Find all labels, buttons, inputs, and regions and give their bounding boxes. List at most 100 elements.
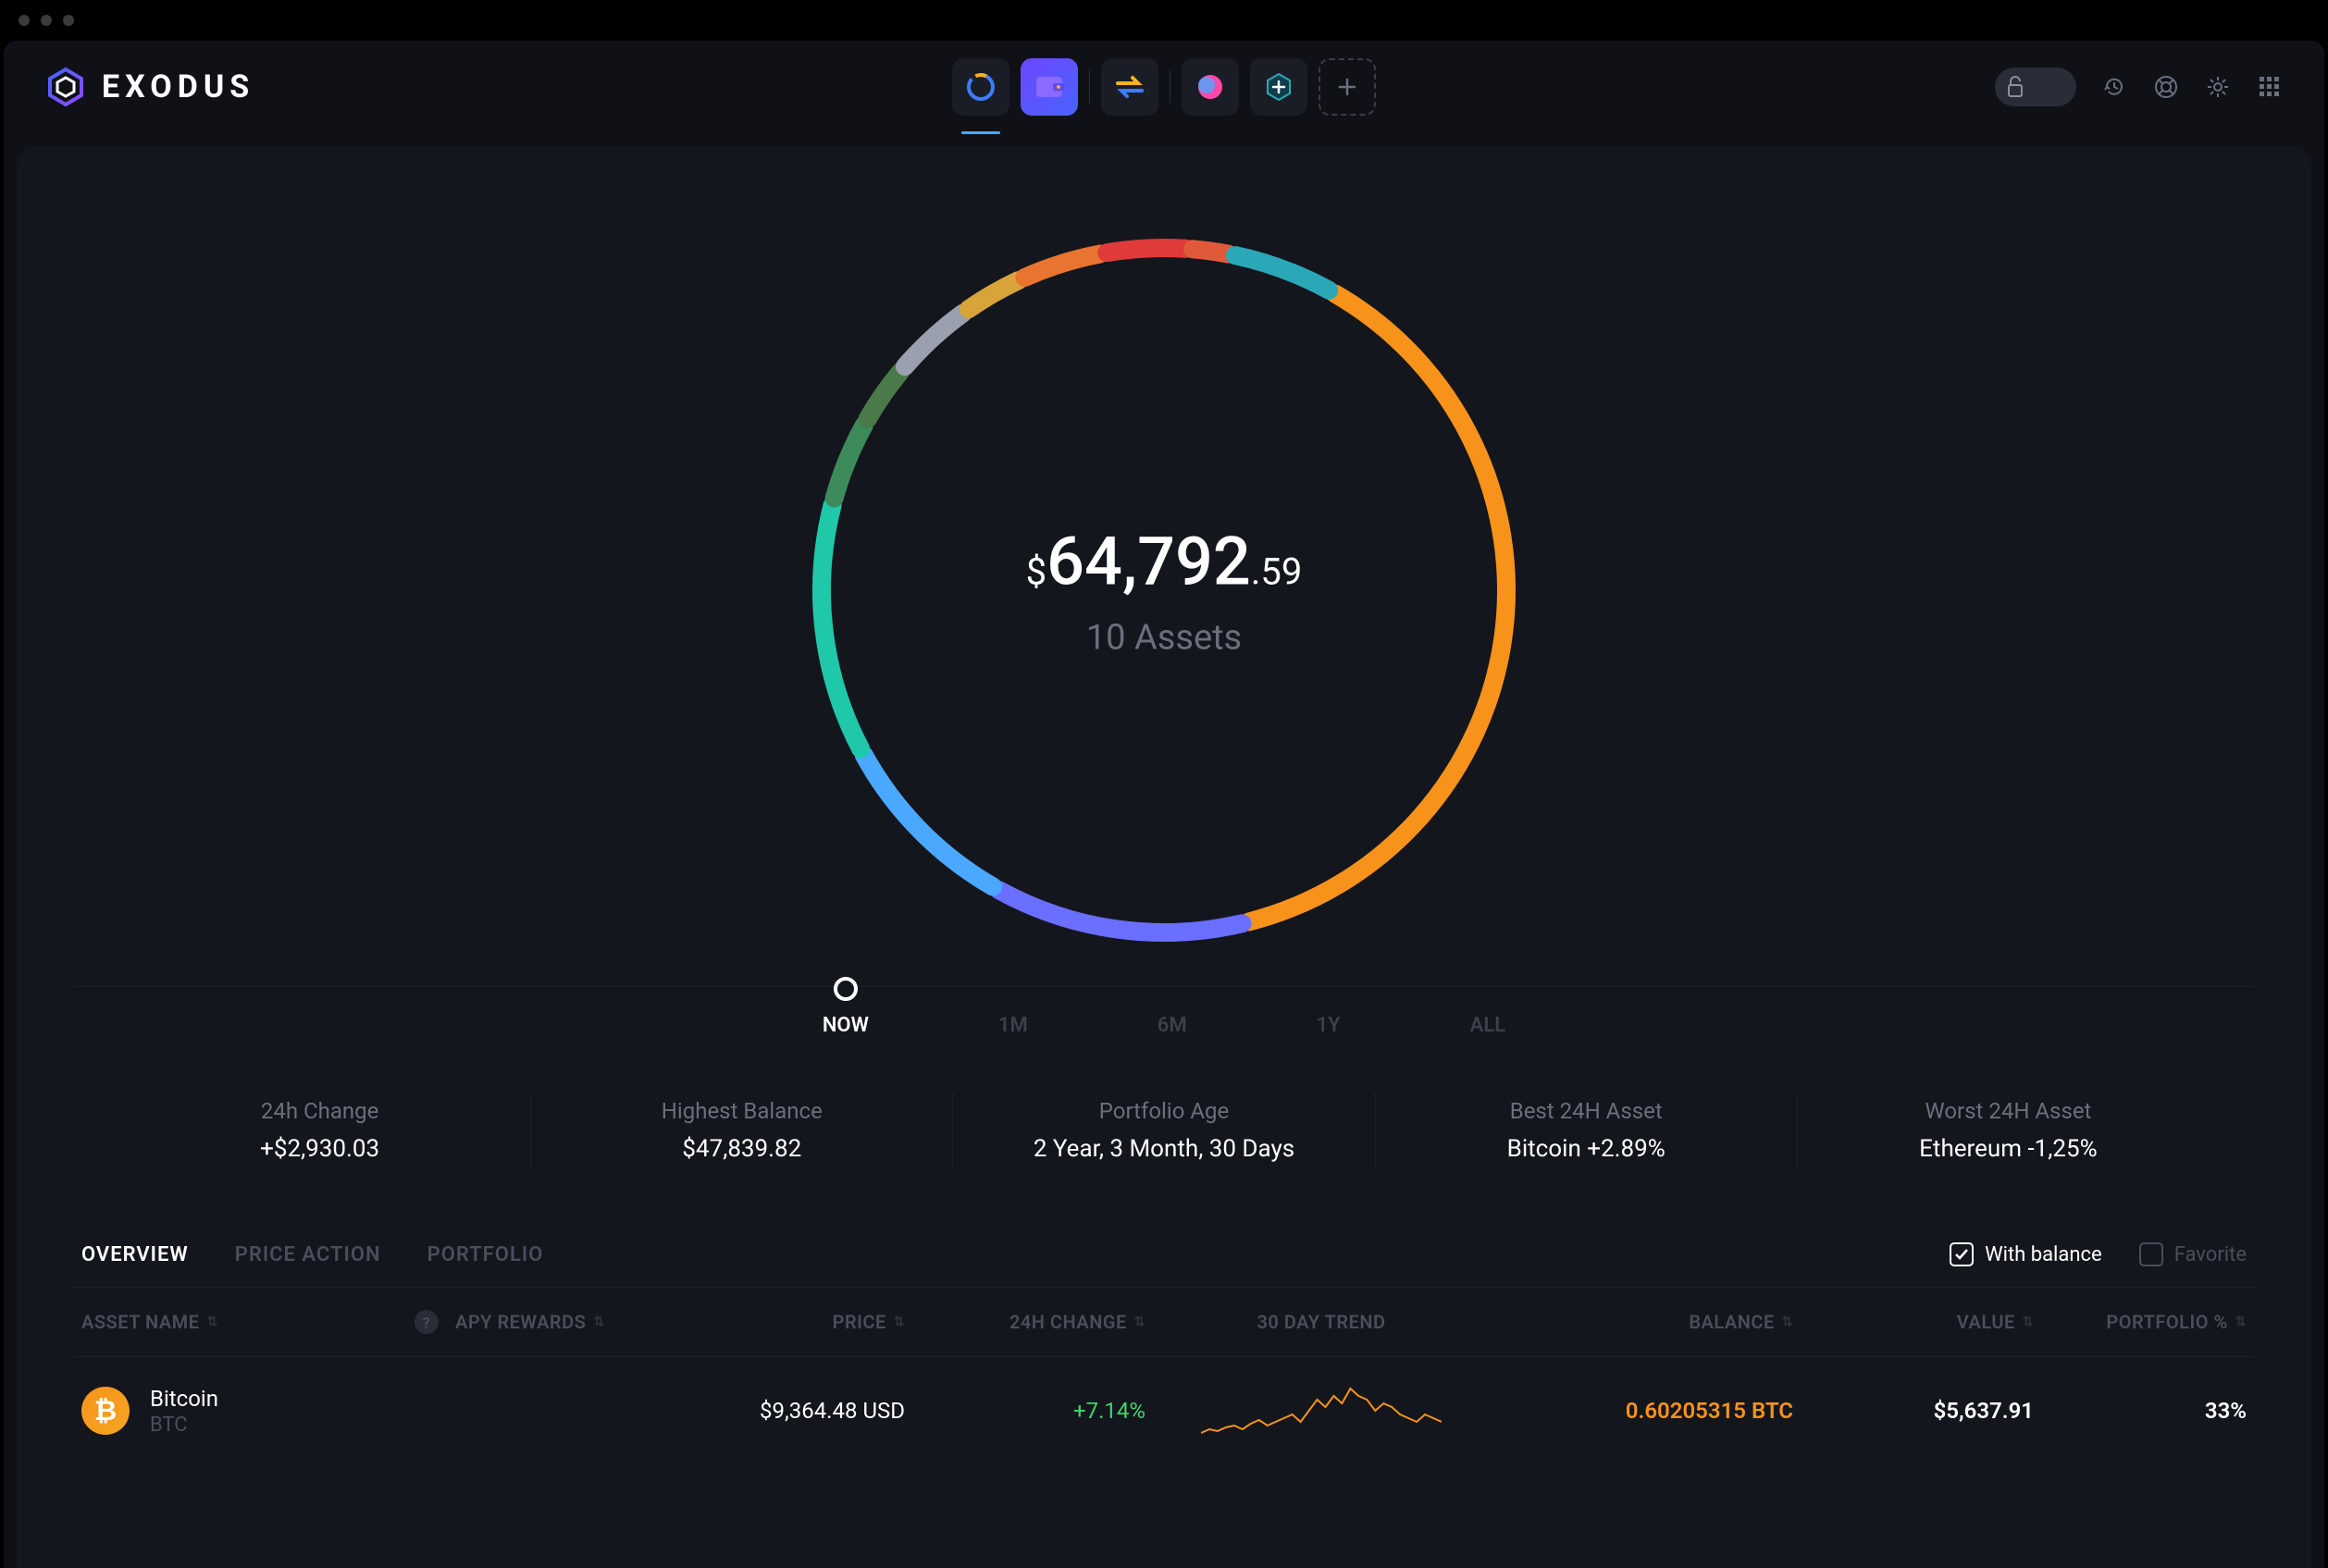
- donut-segment[interactable]: [999, 890, 1243, 932]
- nav-exchange-tab[interactable]: [1101, 58, 1158, 116]
- stat-value: Ethereum -1,25%: [1798, 1135, 2219, 1163]
- wallet-icon: [1034, 75, 1064, 99]
- donut-segment[interactable]: [822, 505, 861, 748]
- filter-favorite[interactable]: Favorite: [2139, 1242, 2247, 1266]
- support-button[interactable]: [2152, 73, 2180, 101]
- stat-label: Worst 24H Asset: [1798, 1098, 2219, 1124]
- column-header-value[interactable]: VALUE⇅: [1793, 1310, 2034, 1334]
- balance-cents: .59: [1251, 550, 1303, 594]
- donut-segment[interactable]: [905, 314, 963, 367]
- stat-value: 2 Year, 3 Month, 30 Days: [953, 1135, 1374, 1163]
- cell-balance: 0.60205315 BTC: [1497, 1398, 1793, 1424]
- stat-value: +$2,930.03: [109, 1135, 530, 1163]
- table-header-row: ASSET NAME⇅ ?APY REWARDS⇅ PRICE⇅ 24H CHA…: [72, 1287, 2256, 1357]
- assets-table-section: OVERVIEW PRICE ACTION PORTFOLIO With balan…: [72, 1242, 2256, 1464]
- stat-label: Portfolio Age: [953, 1098, 1374, 1124]
- donut-segment[interactable]: [1107, 248, 1185, 253]
- sort-icon: ⇅: [1782, 1315, 1793, 1329]
- cell-price: $9,364.48 USD: [646, 1398, 905, 1424]
- donut-segment[interactable]: [835, 426, 864, 499]
- column-header-balance[interactable]: BALANCE⇅: [1497, 1310, 1793, 1334]
- table-controls-row: OVERVIEW PRICE ACTION PORTFOLIO With balan…: [72, 1242, 2256, 1287]
- history-button[interactable]: [2100, 73, 2128, 101]
- donut-segment[interactable]: [1025, 254, 1100, 278]
- sort-icon: ⇅: [1134, 1315, 1145, 1329]
- column-header-price[interactable]: PRICE⇅: [646, 1310, 905, 1334]
- app-brand-text: EXODUS: [102, 68, 254, 105]
- nav-portfolio-tab[interactable]: [952, 58, 1009, 116]
- life-ring-icon: [2153, 74, 2179, 100]
- stat-value: $47,839.82: [531, 1135, 952, 1163]
- nav-apps-tab[interactable]: [1250, 58, 1307, 116]
- table-tab-portfolio[interactable]: PORTFOLIO: [427, 1243, 544, 1266]
- table-filters: With balance Favorite: [1950, 1242, 2247, 1266]
- time-tab-all[interactable]: ALL: [1470, 1006, 1505, 1037]
- close-window-button[interactable]: [19, 15, 30, 26]
- table-view-tabs: OVERVIEW PRICE ACTION PORTFOLIO: [81, 1243, 543, 1266]
- settings-button[interactable]: [2204, 73, 2232, 101]
- filter-label: With balance: [1985, 1243, 2102, 1266]
- table-tab-price-action[interactable]: PRICE ACTION: [235, 1243, 381, 1266]
- apps-grid-button[interactable]: [2256, 73, 2284, 101]
- cell-portfolio-pct: 33%: [2034, 1398, 2247, 1424]
- app-window: EXODUS: [4, 41, 2324, 1568]
- nav-wallet-tab[interactable]: [1021, 58, 1078, 116]
- donut-segment[interactable]: [1193, 249, 1228, 253]
- balance-main-amount: 64,792: [1046, 523, 1251, 601]
- header-actions: [1995, 68, 2284, 106]
- donut-segment[interactable]: [864, 755, 993, 886]
- asset-row[interactable]: ₿ Bitcoin BTC $9,364.48 USD +7.14% 0.602…: [72, 1357, 2256, 1464]
- app-header: EXODUS: [4, 41, 2324, 133]
- stat-card: Worst 24H Asset Ethereum -1,25%: [1798, 1093, 2219, 1168]
- bitcoin-icon: ₿: [81, 1387, 130, 1435]
- content-area: $ 64,792 .59 10 Assets NOW 1M 6M 1Y ALL 24h …: [17, 146, 2311, 1568]
- time-tab-6m[interactable]: 6M: [1158, 1006, 1187, 1037]
- donut-container: $ 64,792 .59 10 Assets: [794, 220, 1534, 960]
- column-header-change[interactable]: 24H CHANGE⇅: [905, 1310, 1145, 1334]
- stat-label: 24h Change: [109, 1098, 530, 1124]
- column-header-asset-name[interactable]: ASSET NAME⇅: [81, 1310, 415, 1334]
- stat-card: Highest Balance $47,839.82: [531, 1093, 953, 1168]
- filter-label: Favorite: [2174, 1243, 2247, 1266]
- balance-currency-symbol: $: [1026, 550, 1046, 594]
- asset-ticker: BTC: [150, 1414, 218, 1437]
- minimize-window-button[interactable]: [41, 15, 52, 26]
- donut-center: $ 64,792 .59 10 Assets: [1026, 523, 1303, 659]
- cell-value: $5,637.91: [1793, 1398, 2034, 1424]
- profile-icon: [1196, 73, 1224, 101]
- stat-card: Portfolio Age 2 Year, 3 Month, 30 Days: [953, 1093, 1375, 1168]
- time-tab-now[interactable]: NOW: [823, 1006, 869, 1037]
- time-tab-1y[interactable]: 1Y: [1317, 1006, 1341, 1037]
- app-logo[interactable]: EXODUS: [44, 66, 254, 108]
- grid-icon: [2258, 75, 2282, 99]
- nav-profile-tab[interactable]: [1182, 58, 1239, 116]
- column-header-apy[interactable]: ?APY REWARDS⇅: [415, 1310, 646, 1334]
- maximize-window-button[interactable]: [63, 15, 74, 26]
- asset-name: Bitcoin: [150, 1386, 218, 1412]
- donut-segment[interactable]: [868, 372, 900, 419]
- unlock-icon: [2006, 76, 2025, 98]
- nav-add-button[interactable]: [1319, 58, 1376, 116]
- exodus-logo-icon: [44, 66, 87, 108]
- lock-toggle[interactable]: [1995, 68, 2076, 106]
- exchange-arrows-icon: [1114, 74, 1145, 100]
- cell-trend: [1145, 1383, 1497, 1438]
- table-tab-overview[interactable]: OVERVIEW: [81, 1243, 189, 1266]
- sort-icon: ⇅: [593, 1315, 604, 1329]
- sort-icon: ⇅: [206, 1315, 217, 1329]
- asset-count-label: 10 Assets: [1026, 618, 1303, 659]
- donut-segment[interactable]: [969, 280, 1019, 309]
- donut-segment[interactable]: [1235, 255, 1329, 290]
- filter-with-balance[interactable]: With balance: [1950, 1242, 2102, 1266]
- checkbox-checked-icon: [1950, 1242, 1974, 1266]
- time-tab-1m[interactable]: 1M: [998, 1006, 1028, 1037]
- cell-change: +7.14%: [905, 1398, 1145, 1424]
- portfolio-donut-section: $ 64,792 .59 10 Assets: [72, 183, 2256, 960]
- gear-icon: [2205, 74, 2231, 100]
- main-nav: [952, 58, 1376, 116]
- plus-icon: [1337, 77, 1357, 97]
- total-balance: $ 64,792 .59: [1026, 523, 1303, 601]
- asset-rows: ₿ Bitcoin BTC $9,364.48 USD +7.14% 0.602…: [72, 1357, 2256, 1464]
- stat-value: Bitcoin +2.89%: [1376, 1135, 1797, 1163]
- column-header-portfolio-pct[interactable]: PORTFOLIO %⇅: [2034, 1310, 2247, 1334]
